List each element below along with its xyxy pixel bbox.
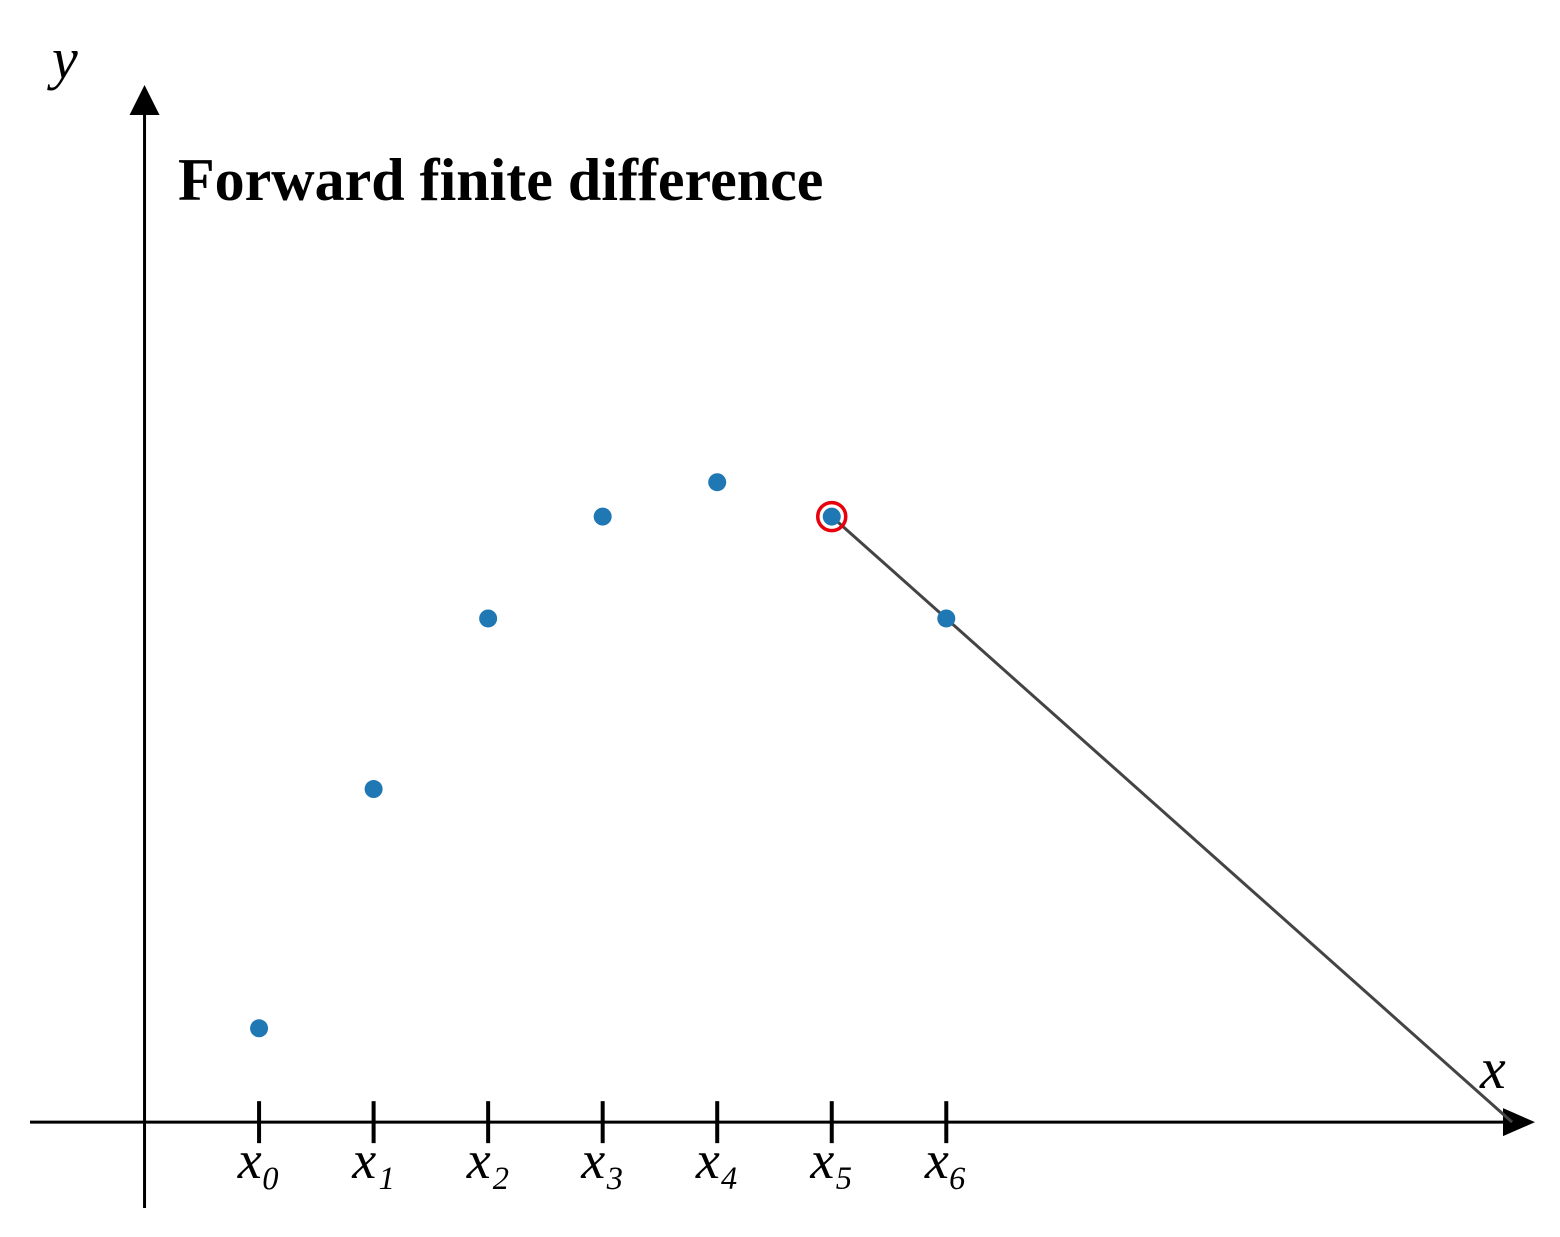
y-axis-arrow xyxy=(129,85,160,115)
x-tick-label: x₅ xyxy=(809,1130,853,1190)
chart-title: Forward finite difference xyxy=(178,147,823,213)
x-tick-label: x₂ xyxy=(466,1130,510,1190)
x-tick-label: x₀ xyxy=(237,1130,281,1190)
point xyxy=(937,609,956,628)
point xyxy=(479,609,498,628)
point xyxy=(250,1019,269,1038)
y-axis-label: y xyxy=(47,26,78,91)
point xyxy=(822,507,841,526)
x-tick-label: x₄ xyxy=(695,1130,739,1190)
x-axis-arrow xyxy=(1503,1108,1535,1137)
secant-line xyxy=(830,515,1514,1124)
x-tick-label: x₆ xyxy=(924,1130,968,1190)
point xyxy=(593,507,612,526)
x-tick-label: x₃ xyxy=(580,1130,624,1190)
point xyxy=(364,780,383,799)
highlight-ring xyxy=(816,500,848,533)
point xyxy=(708,473,727,492)
x-axis-label: x xyxy=(1479,1036,1506,1101)
x-tick-label: x₁ xyxy=(351,1130,395,1190)
